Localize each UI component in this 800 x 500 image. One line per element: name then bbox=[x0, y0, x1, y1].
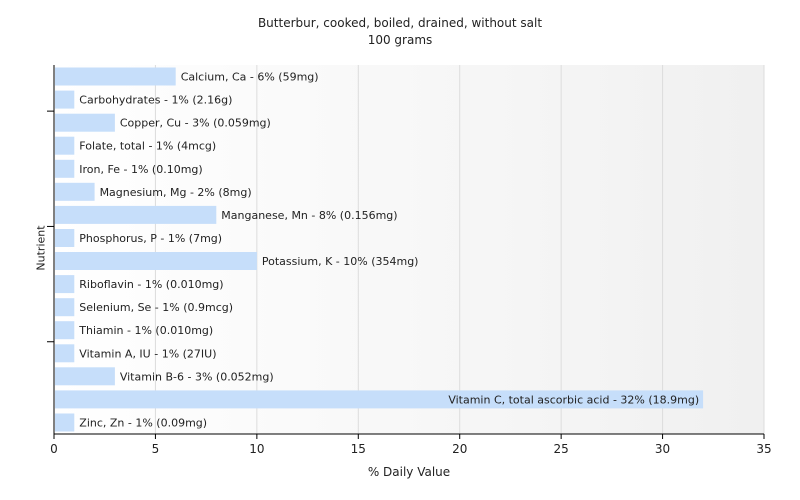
bar-label: Iron, Fe - 1% (0.10mg) bbox=[79, 163, 202, 176]
bar bbox=[55, 321, 75, 340]
bar-label: Vitamin C, total ascorbic acid - 32% (18… bbox=[448, 393, 699, 406]
x-tick-label: 0 bbox=[50, 442, 58, 456]
bar bbox=[55, 90, 75, 109]
plot-background bbox=[54, 65, 764, 434]
x-tick-label: 20 bbox=[452, 442, 467, 456]
bar-label: Phosphorus, P - 1% (7mg) bbox=[79, 232, 222, 245]
bar bbox=[55, 182, 95, 201]
bar bbox=[55, 344, 75, 363]
chart-title: Butterbur, cooked, boiled, drained, with… bbox=[257, 16, 543, 30]
bar bbox=[55, 275, 75, 294]
bar-label: Vitamin A, IU - 1% (27IU) bbox=[79, 347, 216, 360]
bar-label: Vitamin B-6 - 3% (0.052mg) bbox=[120, 370, 274, 383]
x-tick-label: 15 bbox=[351, 442, 366, 456]
bar-label: Magnesium, Mg - 2% (8mg) bbox=[100, 186, 252, 199]
bar-label: Zinc, Zn - 1% (0.09mg) bbox=[79, 417, 207, 430]
bar bbox=[55, 113, 115, 132]
bar bbox=[55, 136, 75, 155]
x-tick-label: 10 bbox=[249, 442, 264, 456]
bar bbox=[55, 390, 704, 409]
bar-label: Calcium, Ca - 6% (59mg) bbox=[181, 71, 319, 84]
bar bbox=[55, 413, 75, 432]
bar-label: Riboflavin - 1% (0.010mg) bbox=[79, 278, 223, 291]
chart-subtitle: 100 grams bbox=[367, 33, 433, 47]
bar bbox=[55, 367, 115, 386]
bar-label: Thiamin - 1% (0.010mg) bbox=[78, 324, 213, 337]
bar-label: Selenium, Se - 1% (0.9mcg) bbox=[79, 301, 233, 314]
x-tick-label: 5 bbox=[152, 442, 160, 456]
bar bbox=[55, 298, 75, 317]
x-axis-label: % Daily Value bbox=[367, 465, 451, 479]
bar-label: Folate, total - 1% (4mcg) bbox=[79, 140, 216, 153]
x-tick-label: 25 bbox=[554, 442, 569, 456]
bar bbox=[55, 67, 176, 86]
bar bbox=[55, 205, 217, 224]
bar-label: Manganese, Mn - 8% (0.156mg) bbox=[221, 209, 397, 222]
bar-label: Potassium, K - 10% (354mg) bbox=[262, 255, 419, 268]
bar bbox=[55, 159, 75, 178]
bar-label: Copper, Cu - 3% (0.059mg) bbox=[120, 117, 271, 130]
bar bbox=[55, 229, 75, 247]
x-tick-label: 30 bbox=[655, 442, 670, 456]
x-tick-label: 35 bbox=[756, 442, 771, 456]
bar-label: Carbohydrates - 1% (2.16g) bbox=[79, 94, 232, 107]
bar bbox=[55, 252, 257, 270]
y-axis-label: Nutrient bbox=[34, 225, 48, 271]
